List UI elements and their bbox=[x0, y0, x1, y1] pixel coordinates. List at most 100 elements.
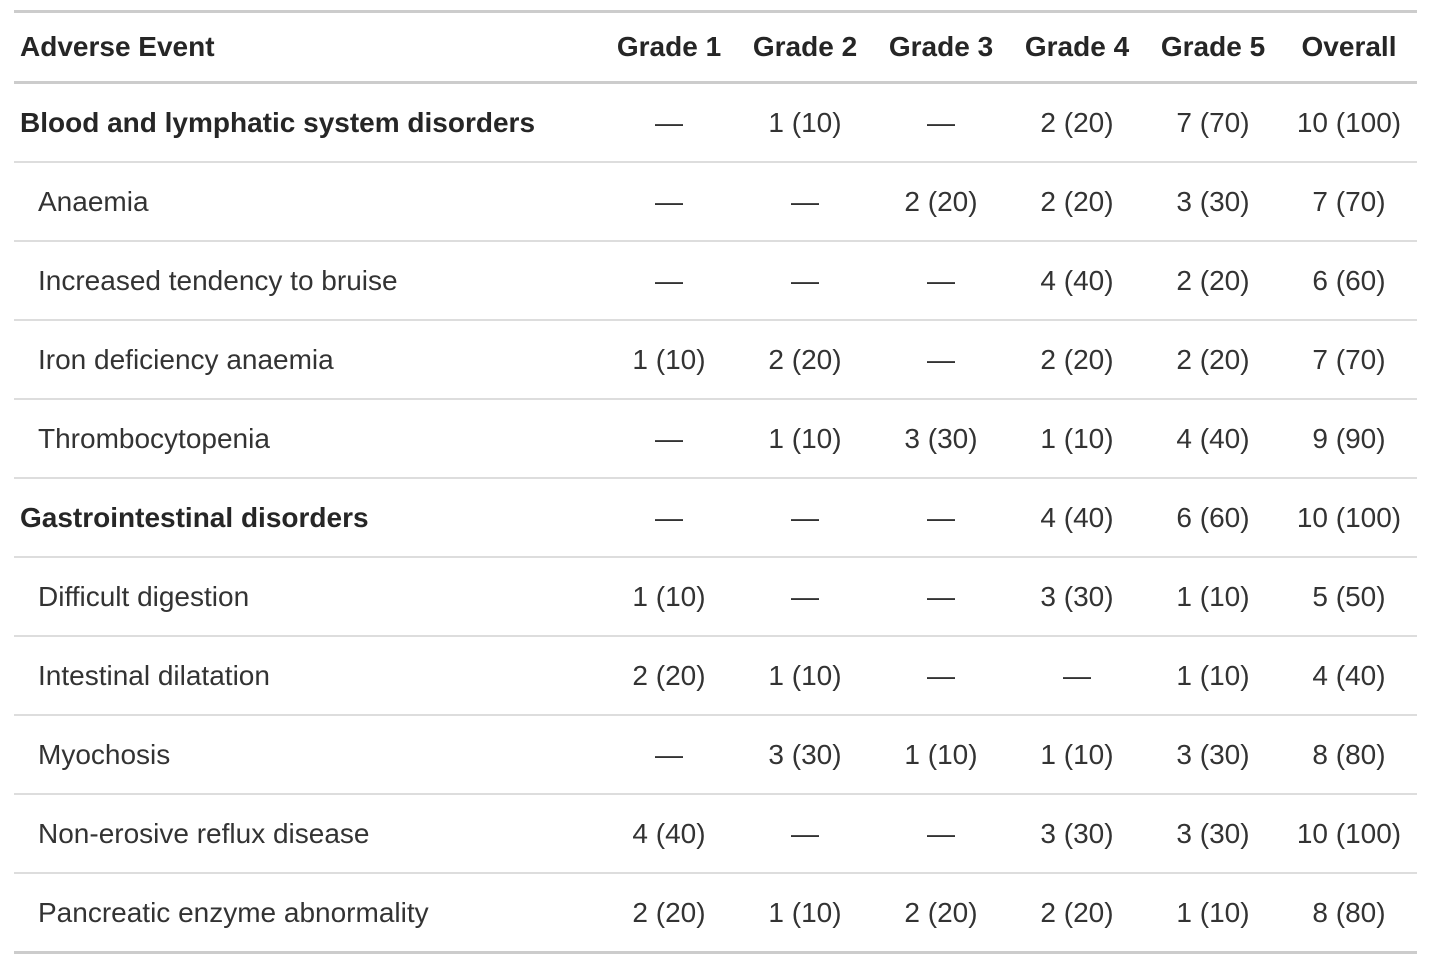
value-cell: 4 (40) bbox=[1009, 240, 1145, 320]
value-cell: 3 (30) bbox=[1009, 793, 1145, 873]
table-row: Intestinal dilatation 2 (20) 1 (10) — —1 (1… bbox=[14, 635, 1417, 715]
column-header-overall: Overall bbox=[1281, 11, 1417, 84]
value-cell: 1 (10) bbox=[1145, 872, 1281, 953]
value-cell: 2 (20) bbox=[601, 635, 737, 715]
table-row: Gastrointestinal disorders — — —4 (40) 6 (6… bbox=[14, 477, 1417, 557]
table-row: Non-erosive reflux disease 4 (40) — —3 (30… bbox=[14, 793, 1417, 873]
adverse-event-cell: Intestinal dilatation bbox=[14, 635, 601, 715]
value-cell: — bbox=[737, 161, 873, 241]
value-cell: — bbox=[737, 793, 873, 873]
column-header-adverse-event: Adverse Event bbox=[14, 11, 601, 84]
adverse-event-cell: Thrombocytopenia bbox=[14, 398, 601, 478]
value-cell: 1 (10) bbox=[1009, 398, 1145, 478]
value-cell: 2 (20) bbox=[601, 872, 737, 953]
value-cell: 2 (20) bbox=[873, 872, 1009, 953]
value-cell: 3 (30) bbox=[1145, 714, 1281, 794]
value-cell: 2 (20) bbox=[1040, 106, 1114, 138]
value-cell: 6 (60) bbox=[1145, 477, 1281, 557]
value-cell: 1 (10) bbox=[1145, 556, 1281, 636]
value-cell: 4 (40) bbox=[1281, 635, 1417, 715]
value-cell: 2 (20) bbox=[1145, 319, 1281, 399]
adverse-event-cell: Non-erosive reflux disease bbox=[14, 793, 601, 873]
value-cell: — bbox=[927, 106, 955, 138]
header-row: Adverse Event Grade 1 Grade 2 Grade 3 Gr… bbox=[14, 11, 1417, 84]
value-cell: — bbox=[601, 161, 737, 241]
value-cell: — bbox=[873, 319, 1009, 399]
column-header-grade-2: Grade 2 bbox=[737, 11, 873, 84]
value-cell: 1 (10) bbox=[601, 556, 737, 636]
value-cell: 3 (30) bbox=[1009, 556, 1145, 636]
column-header-grade-5: Grade 5 bbox=[1145, 11, 1281, 84]
table-row: Thrombocytopenia —1 (10) 3 (30) 1 (10) 4 (4… bbox=[14, 398, 1417, 478]
adverse-event-cell: Anaemia bbox=[14, 161, 601, 241]
value-cell: 6 (60) bbox=[1281, 240, 1417, 320]
value-cell: 10 (100) bbox=[1281, 793, 1417, 873]
table-header: Adverse Event Grade 1 Grade 2 Grade 3 Gr… bbox=[14, 11, 1417, 84]
value-cell: — bbox=[601, 240, 737, 320]
value-cell: 1 (10) bbox=[1009, 714, 1145, 794]
value-cell: 9 (90) bbox=[1281, 398, 1417, 478]
value-cell: — bbox=[737, 556, 873, 636]
value-cell: 3 (30) bbox=[737, 714, 873, 794]
value-cell: 2 (20) bbox=[1009, 872, 1145, 953]
value-cell: 7 (70) bbox=[1281, 319, 1417, 399]
table-row: Blood and lymphatic system disorders — 1 … bbox=[14, 83, 1417, 163]
table-row: Increased tendency to bruise — — —4 (40) 2 … bbox=[14, 240, 1417, 320]
value-cell: — bbox=[873, 240, 1009, 320]
value-cell: — bbox=[1009, 635, 1145, 715]
value-cell: — bbox=[873, 793, 1009, 873]
value-cell: 2 (20) bbox=[873, 161, 1009, 241]
value-cell: 1 (10) bbox=[737, 635, 873, 715]
value-cell: — bbox=[601, 714, 737, 794]
value-cell: 3 (30) bbox=[873, 398, 1009, 478]
table-row: Myochosis —3 (30) 1 (10) 1 (10) 3 (30) 8 (80… bbox=[14, 714, 1417, 794]
value-cell: 4 (40) bbox=[1145, 398, 1281, 478]
value-cell: 2 (20) bbox=[1009, 161, 1145, 241]
value-cell: 4 (40) bbox=[1009, 477, 1145, 557]
column-header-grade-1: Grade 1 bbox=[601, 11, 737, 84]
value-cell: — bbox=[873, 477, 1009, 557]
adverse-events-table-container: Adverse Event Grade 1 Grade 2 Grade 3 Gr… bbox=[14, 10, 1417, 954]
value-cell: 8 (80) bbox=[1281, 714, 1417, 794]
value-cell: — bbox=[601, 398, 737, 478]
table-row: Iron deficiency anaemia 1 (10) 2 (20) —2 (… bbox=[14, 319, 1417, 399]
value-cell: 2 (20) bbox=[737, 319, 873, 399]
value-cell: 1 (10) bbox=[737, 398, 873, 478]
value-cell: 10 (100) bbox=[1296, 106, 1402, 138]
value-cell: 1 (10) bbox=[768, 106, 842, 138]
adverse-event-cell: Increased tendency to bruise bbox=[14, 240, 601, 320]
table-row: Difficult digestion 1 (10) — —3 (30) 1 (10)… bbox=[14, 556, 1417, 636]
table-row: Pancreatic enzyme abnormality 2 (20) 1 (1… bbox=[14, 872, 1417, 953]
adverse-events-table: Adverse Event Grade 1 Grade 2 Grade 3 Gr… bbox=[14, 10, 1417, 954]
value-cell: — bbox=[873, 635, 1009, 715]
value-cell: 5 (50) bbox=[1281, 556, 1417, 636]
value-cell: 10 (100) bbox=[1281, 477, 1417, 557]
value-cell: 1 (10) bbox=[873, 714, 1009, 794]
value-cell: 3 (30) bbox=[1145, 793, 1281, 873]
column-header-grade-3: Grade 3 bbox=[873, 11, 1009, 84]
value-cell: 2 (20) bbox=[1145, 240, 1281, 320]
value-cell: 1 (10) bbox=[1145, 635, 1281, 715]
value-cell: — bbox=[737, 240, 873, 320]
adverse-event-cell: Myochosis bbox=[14, 714, 601, 794]
value-cell: 7 (70) bbox=[1281, 161, 1417, 241]
adverse-event-cell: Blood and lymphatic system disorders bbox=[20, 106, 536, 138]
value-cell: 8 (80) bbox=[1281, 872, 1417, 953]
table-body: Blood and lymphatic system disorders —1 … bbox=[14, 83, 1417, 953]
adverse-event-cell: Iron deficiency anaemia bbox=[14, 319, 601, 399]
value-cell: 1 (10) bbox=[601, 319, 737, 399]
adverse-event-cell: Difficult digestion bbox=[14, 556, 601, 636]
value-cell: 3 (30) bbox=[1145, 161, 1281, 241]
value-cell: — bbox=[873, 556, 1009, 636]
value-cell: 2 (20) bbox=[1009, 319, 1145, 399]
value-cell: 7 (70) bbox=[1176, 106, 1250, 138]
adverse-event-cell: Pancreatic enzyme abnormality bbox=[14, 872, 601, 953]
value-cell: — bbox=[601, 477, 737, 557]
column-header-grade-4: Grade 4 bbox=[1009, 11, 1145, 84]
value-cell: 1 (10) bbox=[737, 872, 873, 953]
adverse-event-cell: Gastrointestinal disorders bbox=[14, 477, 601, 557]
table-row: Anaemia — —2 (20) 2 (20) 3 (30) 7 (70) bbox=[14, 161, 1417, 241]
value-cell: — bbox=[655, 106, 683, 138]
value-cell: — bbox=[737, 477, 873, 557]
value-cell: 4 (40) bbox=[601, 793, 737, 873]
